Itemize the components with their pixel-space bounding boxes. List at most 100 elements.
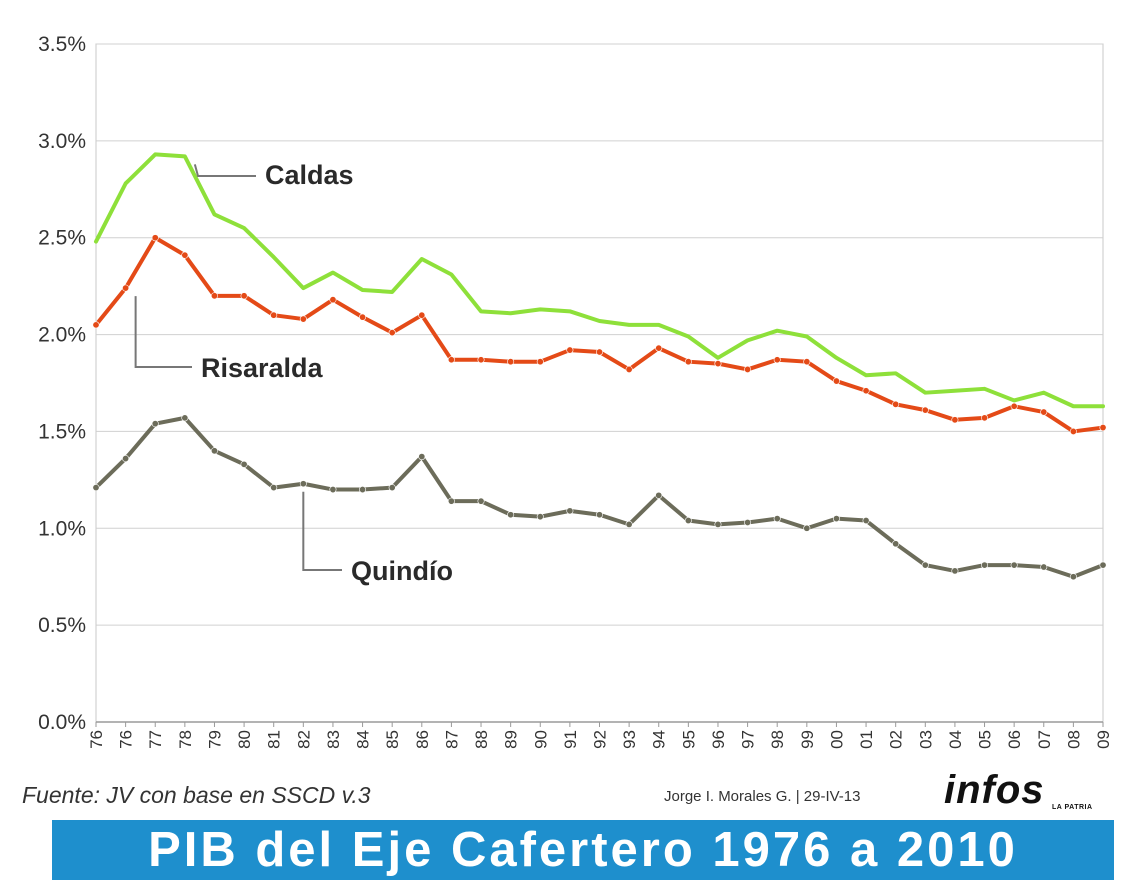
x-tick-label: 83 [324, 730, 343, 749]
data-point [684, 358, 692, 366]
data-point [625, 365, 633, 373]
y-tick-label: 3.5% [38, 33, 86, 56]
data-point [714, 520, 722, 528]
data-point [684, 517, 692, 525]
x-tick-label: 98 [768, 730, 787, 749]
data-point [299, 480, 307, 488]
x-tick-label: 04 [946, 730, 965, 749]
data-point [1010, 402, 1018, 410]
plot-area [92, 152, 1107, 581]
data-point [714, 360, 722, 368]
data-point [921, 406, 929, 414]
data-point [92, 321, 100, 329]
x-tick-label: 85 [383, 730, 402, 749]
x-tick-label: 95 [679, 730, 698, 749]
x-tick-label: 93 [620, 730, 639, 749]
x-tick-label: 02 [887, 730, 906, 749]
series-label: Risaralda [201, 353, 324, 383]
leader-line [193, 164, 256, 177]
x-tick-label: 96 [709, 730, 728, 749]
x-tick-label: 84 [354, 730, 373, 749]
x-tick-label: 94 [650, 730, 669, 749]
data-point [151, 420, 159, 428]
data-point [210, 292, 218, 300]
y-tick-label: 3.0% [38, 130, 86, 153]
y-tick-label: 0.0% [38, 711, 86, 734]
data-point [832, 377, 840, 385]
x-tick-label: 08 [1064, 730, 1083, 749]
x-tick-label: 92 [591, 730, 610, 749]
data-point [803, 524, 811, 532]
plot-frame [95, 43, 1104, 723]
data-point [240, 292, 248, 300]
x-tick-label: 88 [472, 730, 491, 749]
data-point [773, 515, 781, 523]
data-point [299, 315, 307, 323]
data-point [566, 346, 574, 354]
x-tick-label: 90 [531, 730, 550, 749]
data-point [595, 348, 603, 356]
data-point [744, 518, 752, 526]
infos-logo: infos LA PATRIA [944, 768, 1114, 816]
data-point [270, 484, 278, 492]
x-tick-label: 76 [87, 730, 106, 749]
data-point [862, 387, 870, 395]
data-point [625, 520, 633, 528]
y-axis: 0.0% 0.5% 1.0% 1.5% 2.0% 2.5% 3.0% 3.5% [38, 33, 86, 734]
x-tick-label: 00 [827, 730, 846, 749]
data-point [1040, 563, 1048, 571]
data-point [240, 460, 248, 468]
data-point [122, 284, 130, 292]
leader-line [134, 296, 192, 368]
data-point [566, 507, 574, 515]
data-point [181, 414, 189, 422]
data-point [981, 414, 989, 422]
series-line-2 [94, 415, 1105, 579]
data-point [981, 561, 989, 569]
x-tick-label: 89 [502, 730, 521, 749]
data-point [1099, 561, 1107, 569]
y-tick-label: 1.0% [38, 517, 86, 540]
x-tick-label: 79 [205, 730, 224, 749]
data-point [803, 358, 811, 366]
x-tick-label: 81 [265, 730, 284, 749]
x-tick-label: 99 [798, 730, 817, 749]
data-point [1099, 424, 1107, 432]
data-point [951, 567, 959, 575]
data-point [359, 313, 367, 321]
x-tick-label: 06 [1005, 730, 1024, 749]
data-point [270, 311, 278, 319]
x-axis: 76 76 77 78 79 80 81 82 83 84 85 86 87 88 89 90 91 92 93 94… [87, 722, 1113, 749]
series-label: Quindío [351, 556, 453, 586]
data-point [388, 484, 396, 492]
x-tick-label: 80 [235, 730, 254, 749]
y-tick-label: 2.5% [38, 227, 86, 250]
data-point [329, 296, 337, 304]
data-point [595, 511, 603, 519]
data-point [1069, 427, 1077, 435]
data-point [418, 453, 426, 461]
series-line-0 [94, 152, 1105, 409]
chart-grid [95, 43, 1104, 723]
data-point [447, 356, 455, 364]
data-point [951, 416, 959, 424]
x-tick-label: 91 [561, 730, 580, 749]
x-tick-label: 03 [916, 730, 935, 749]
data-point [862, 517, 870, 525]
data-point [329, 486, 337, 494]
x-tick-label: 82 [294, 730, 313, 749]
x-tick-label: 97 [739, 730, 758, 749]
data-point [1040, 408, 1048, 416]
x-tick-label: 86 [413, 730, 432, 749]
x-tick-label: 05 [976, 730, 995, 749]
x-tick-label: 87 [442, 730, 461, 749]
logo-subtitle: LA PATRIA [1052, 804, 1093, 811]
data-point [122, 455, 130, 463]
data-point [359, 486, 367, 494]
x-tick-label: 07 [1035, 730, 1054, 749]
data-point [921, 561, 929, 569]
series-labels: Caldas Risaralda Quindío [134, 160, 453, 586]
y-tick-label: 2.0% [38, 324, 86, 347]
x-tick-label: 78 [176, 730, 195, 749]
data-point [892, 400, 900, 408]
